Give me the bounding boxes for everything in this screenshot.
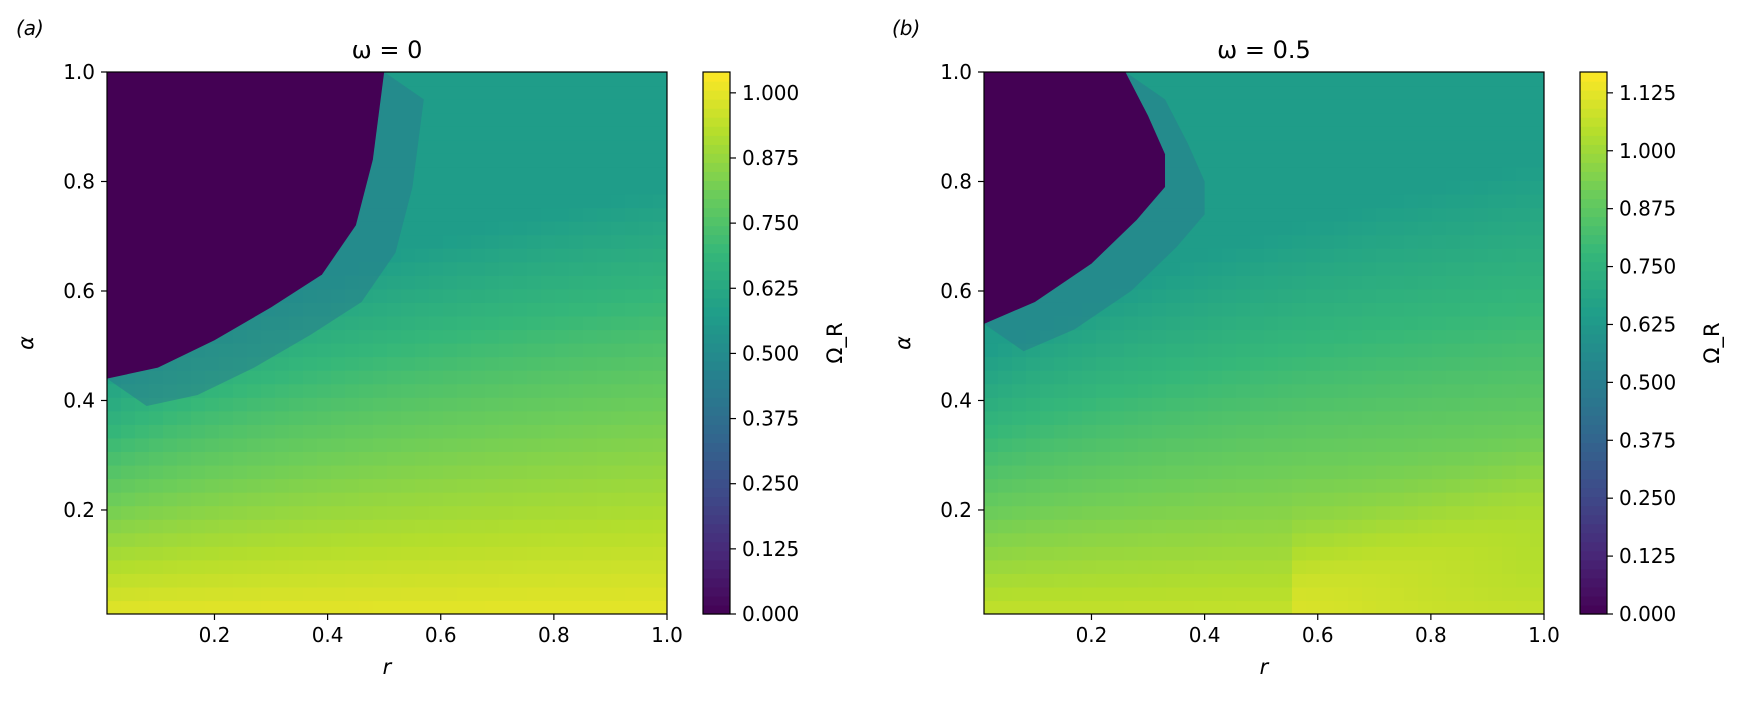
y-tick-label: 0.6 — [63, 279, 95, 303]
colorbar-tick-label: 0.375 — [1619, 428, 1676, 452]
x-tick-label: 1.0 — [651, 623, 683, 647]
colorbar-tick-label: 0.000 — [1619, 602, 1676, 626]
colorbar-tick-label: 0.500 — [1619, 370, 1676, 394]
x-tick-label: 0.2 — [1076, 623, 1108, 647]
colorbar-tick-label: 0.500 — [742, 341, 799, 365]
x-tick-label: 0.8 — [538, 623, 570, 647]
chart-title: ω = 0.5 — [1217, 36, 1311, 64]
colorbar-tick-label: 1.000 — [1619, 139, 1676, 163]
y-tick-label: 1.0 — [63, 60, 95, 84]
y-tick-label: 0.2 — [63, 498, 95, 522]
transition-band — [984, 72, 1205, 352]
x-tick-label: 0.4 — [312, 623, 344, 647]
x-axis-label: r — [1260, 655, 1270, 679]
colorbar-label: Ω_R — [823, 322, 848, 363]
y-tick-label: 0.4 — [940, 388, 972, 412]
y-axis-label: α — [14, 336, 38, 350]
x-axis-label: r — [383, 655, 393, 679]
transition-band — [107, 72, 424, 406]
y-tick-label: 0.2 — [940, 498, 972, 522]
colorbar-tick-label: 0.750 — [1619, 255, 1676, 279]
y-tick-label: 1.0 — [940, 60, 972, 84]
colorbar: 0.000 0.125 0.250 0.375 0.500 0.625 0.750 0.875… — [702, 71, 848, 626]
colorbar-tick-label: 0.625 — [1619, 312, 1676, 336]
colorbar-tick-label: 0.125 — [1619, 544, 1676, 568]
colorbar-tick-label: 0.125 — [742, 537, 799, 561]
y-tick-label: 0.8 — [940, 169, 972, 193]
x-tick-label: 1.0 — [1528, 623, 1560, 647]
x-tick-label: 0.6 — [1302, 623, 1334, 647]
colorbar-tick-label: 0.875 — [742, 146, 799, 170]
colorbar-tick-label: 1.000 — [742, 81, 799, 105]
x-tick-label: 0.8 — [1415, 623, 1447, 647]
chart-title: ω = 0 — [352, 36, 423, 64]
plot-frame — [983, 71, 1545, 615]
colorbar-tick-label: 0.250 — [1619, 486, 1676, 510]
x-tick-label: 0.6 — [425, 623, 457, 647]
colorbar-tick-label: 0.750 — [742, 211, 799, 235]
x-tick-label: 0.4 — [1189, 623, 1221, 647]
panel-label: (a) — [16, 16, 44, 40]
panel-b: 0.2 0.4 0.6 0.8 1.0 0.2 0.4 0.6 0.8 1.0 ω = 0.5 (b)… — [891, 16, 1725, 679]
colorbar-tick-label: 0.000 — [742, 602, 799, 626]
colorbar-label: Ω_R — [1700, 322, 1725, 363]
y-tick-label: 0.6 — [940, 279, 972, 303]
zero-region — [107, 72, 385, 379]
panel-a: 0.2 0.4 0.6 0.8 1.0 0.2 0.4 0.6 0.8 1.0 ω = 0 (a) r α… — [14, 16, 848, 679]
colorbar-tick-label: 0.625 — [742, 276, 799, 300]
plot-frame — [106, 71, 668, 615]
y-tick-label: 0.8 — [63, 169, 95, 193]
x-tick-label: 0.2 — [199, 623, 231, 647]
colorbar-tick-label: 0.375 — [742, 407, 799, 431]
colorbar-tick-label: 0.250 — [742, 472, 799, 496]
colorbar: 0.000 0.125 0.250 0.375 0.500 0.625 0.750 0.875… — [1579, 71, 1725, 626]
y-tick-label: 0.4 — [63, 388, 95, 412]
zero-region — [984, 72, 1166, 324]
colorbar-tick-label: 1.125 — [1619, 81, 1676, 105]
y-axis-label: α — [891, 336, 915, 350]
panel-label: (b) — [892, 16, 920, 40]
colorbar-tick-label: 0.875 — [1619, 197, 1676, 221]
